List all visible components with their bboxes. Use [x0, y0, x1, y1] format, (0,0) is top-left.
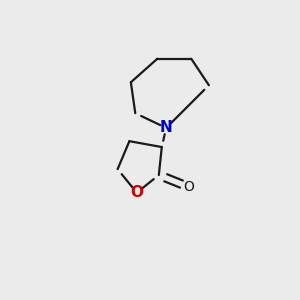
- Text: N: N: [160, 120, 172, 135]
- Text: O: O: [183, 180, 194, 194]
- Text: O: O: [130, 185, 143, 200]
